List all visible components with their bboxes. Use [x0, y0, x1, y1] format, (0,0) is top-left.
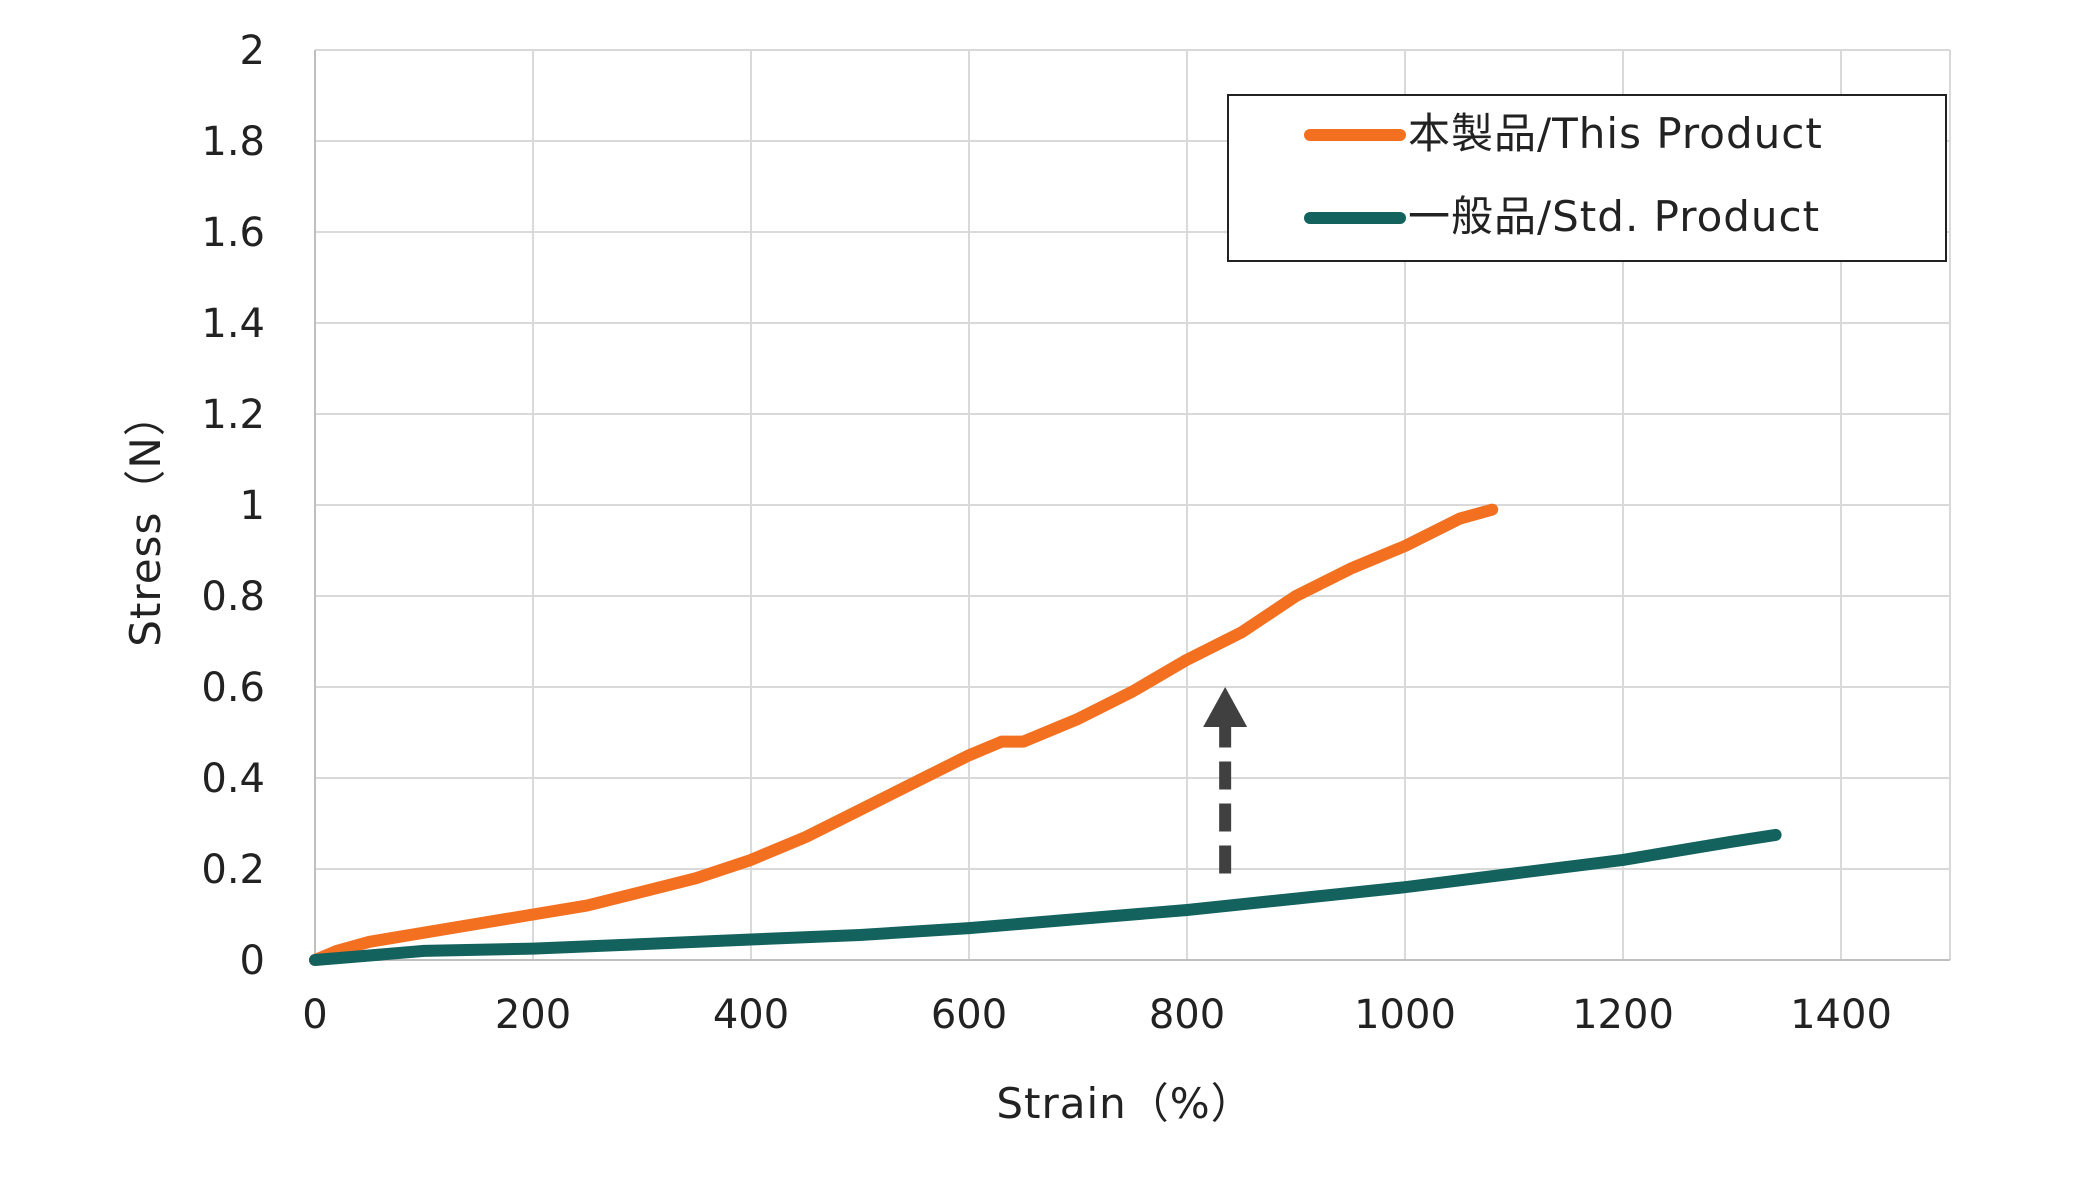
x-axis-ticks: 0 200 400 600 800 1000 1200 1400 [302, 992, 1892, 1038]
x-tick-label: 400 [713, 992, 789, 1038]
series-lines [309, 503, 1782, 966]
y-tick-label: 2 [240, 28, 265, 74]
y-tick-label: 0.8 [201, 574, 265, 620]
legend-label-this-product: 本製品/This Product [1408, 109, 1823, 158]
annotation-arrow-head [1203, 687, 1248, 727]
legend-label-std-product: 一般品/Std. Product [1408, 192, 1820, 241]
y-tick-label: 1.8 [201, 119, 265, 165]
x-tick-label: 1000 [1354, 992, 1456, 1038]
grid-lines [314, 49, 1951, 961]
y-tick-label: 0.2 [201, 847, 265, 893]
x-axis-label: Strain（%） [996, 1079, 1253, 1128]
y-tick-label: 0.4 [201, 756, 265, 802]
series-line-1 [309, 828, 1782, 966]
y-axis-label: Stress（N） [121, 393, 170, 647]
y-tick-label: 1.4 [201, 301, 265, 347]
legend-box [1227, 94, 1947, 262]
y-tick-label: 0 [240, 938, 265, 984]
x-tick-label: 800 [1149, 992, 1225, 1038]
x-tick-label: 0 [302, 992, 327, 1038]
y-tick-label: 1.2 [201, 392, 265, 438]
x-tick-label: 1400 [1790, 992, 1892, 1038]
y-tick-label: 0.6 [201, 665, 265, 711]
legend: 本製品/This Product 一般品/Std. Product [1227, 94, 1947, 262]
x-tick-label: 600 [931, 992, 1007, 1038]
y-tick-label: 1 [240, 483, 265, 529]
y-tick-label: 1.6 [201, 210, 265, 256]
annotations [1203, 687, 1248, 874]
x-tick-label: 1200 [1572, 992, 1674, 1038]
series-line-0 [309, 503, 1499, 966]
y-axis-ticks: 0 0.2 0.4 0.6 0.8 1 1.2 1.4 1.6 1.8 2 [201, 28, 265, 984]
x-tick-label: 200 [495, 992, 571, 1038]
